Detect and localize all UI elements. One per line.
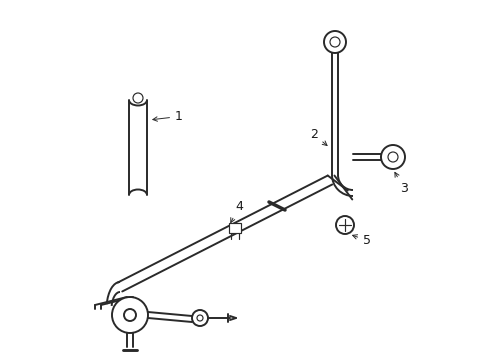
Bar bbox=[228, 223, 241, 233]
Text: 1: 1 bbox=[153, 110, 183, 123]
Circle shape bbox=[197, 315, 203, 321]
Circle shape bbox=[124, 309, 136, 321]
Circle shape bbox=[387, 152, 397, 162]
Circle shape bbox=[112, 297, 148, 333]
Circle shape bbox=[192, 310, 207, 326]
Circle shape bbox=[324, 31, 346, 53]
Text: 3: 3 bbox=[394, 172, 407, 195]
Text: 4: 4 bbox=[230, 200, 243, 222]
Text: 2: 2 bbox=[309, 128, 326, 145]
Circle shape bbox=[335, 216, 353, 234]
Circle shape bbox=[329, 37, 339, 47]
Circle shape bbox=[380, 145, 404, 169]
Text: 5: 5 bbox=[352, 234, 370, 247]
Circle shape bbox=[133, 93, 142, 103]
